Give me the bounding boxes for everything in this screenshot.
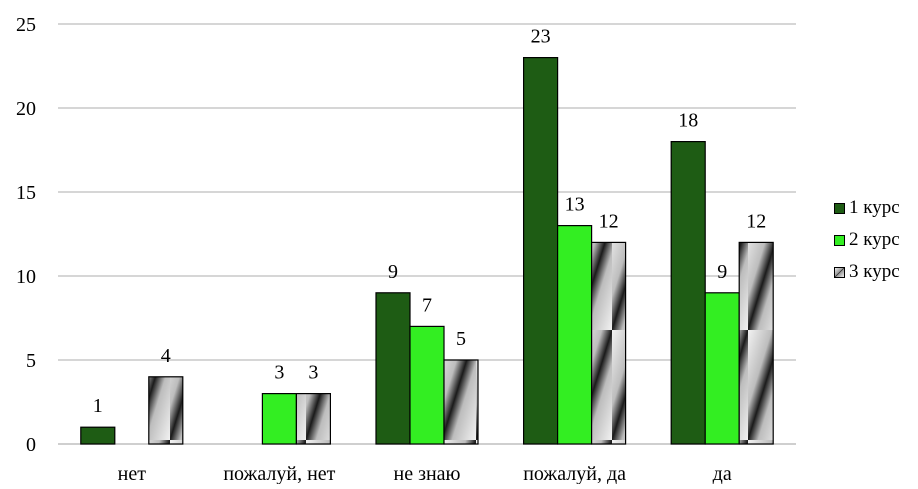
- legend: 1 курс 2 курс 3 курс: [834, 192, 900, 288]
- bar-2-2: [409, 325, 445, 445]
- data-label: 12: [746, 210, 766, 232]
- data-label: 18: [678, 110, 698, 132]
- data-label: 7: [422, 294, 432, 316]
- data-label: 1: [93, 395, 103, 417]
- legend-swatch-2-kurs: [834, 234, 845, 246]
- data-label: 23: [531, 26, 551, 48]
- bar-3-3: [590, 241, 627, 445]
- data-label: 13: [565, 194, 585, 216]
- bar-2-4: [704, 292, 740, 445]
- x-tick-label: пожалуй, да: [523, 463, 626, 484]
- data-label: 4: [161, 345, 171, 367]
- data-label: 3: [308, 362, 318, 384]
- legend-item-3-kurs: 3 курс: [834, 256, 900, 288]
- bar-3-2: [443, 359, 479, 445]
- bar-2-3: [556, 225, 593, 445]
- legend-item-1-kurs: 1 курс: [834, 192, 900, 224]
- bar-3-1: [295, 393, 331, 445]
- bar-1-3: [522, 56, 559, 445]
- y-tick-label: 15: [16, 182, 36, 204]
- data-label: 12: [599, 210, 619, 232]
- y-tick-label: 5: [26, 350, 36, 372]
- data-label: 5: [456, 328, 466, 350]
- data-label: 9: [717, 261, 727, 283]
- y-tick-label: 20: [16, 98, 36, 120]
- legend-label-1-kurs: 1 курс: [849, 197, 900, 218]
- bar-1-4: [670, 141, 706, 445]
- data-label: 3: [274, 362, 284, 384]
- bar-2-1: [261, 393, 297, 445]
- y-tick-label: 25: [16, 14, 36, 36]
- data-label: 9: [388, 261, 398, 283]
- x-tick-label: нет: [118, 463, 147, 484]
- legend-label-3-kurs: 3 курс: [849, 261, 900, 282]
- bar-1-0: [80, 426, 116, 445]
- legend-item-2-kurs: 2 курс: [834, 224, 900, 256]
- bar-3-4: [738, 241, 774, 445]
- y-tick-label: 0: [26, 434, 36, 456]
- legend-swatch-3-kurs: [834, 266, 845, 278]
- legend-label-2-kurs: 2 курс: [849, 229, 900, 250]
- y-tick-label: 10: [16, 266, 36, 288]
- x-tick-label: не знаю: [393, 463, 460, 484]
- legend-swatch-1-kurs: [834, 202, 845, 214]
- bar-3-0: [148, 376, 184, 445]
- x-tick-label: да: [713, 463, 732, 484]
- x-tick-label: пожалуй, нет: [223, 463, 335, 484]
- bar-1-2: [375, 292, 411, 445]
